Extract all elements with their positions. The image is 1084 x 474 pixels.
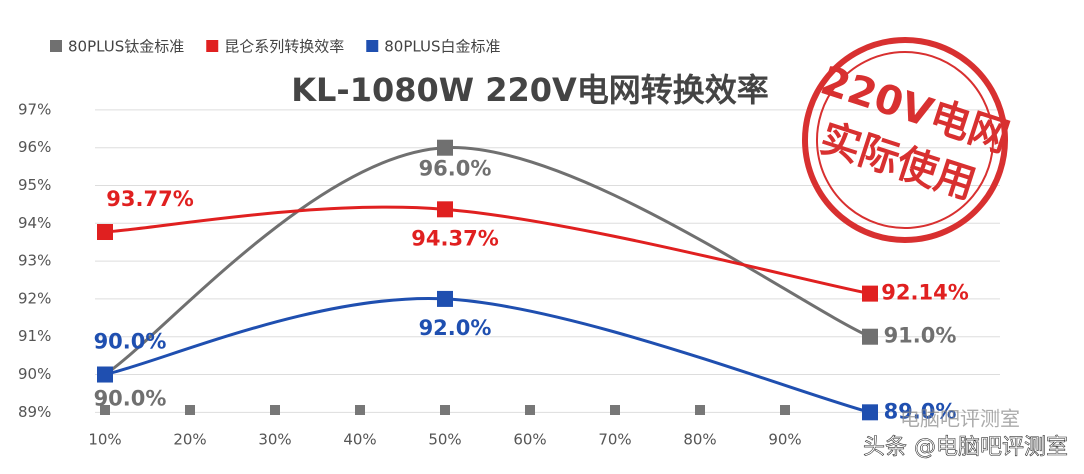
point (97, 366, 113, 383)
y-tick-label: 92% (18, 289, 51, 307)
point (437, 139, 453, 156)
legend-swatch (206, 40, 219, 52)
series-line (104, 297, 871, 414)
watermark: 电脑吧评测室 (900, 407, 1020, 431)
x-tick-mark (525, 405, 535, 415)
plot: 89% 90% 91% 92% 93% 94% 95% 96% 97% 10% 20% 30% 40% 5… (18, 38, 1000, 449)
stamp-ring (802, 37, 1008, 243)
chart-title: KL-1080W 220V电网转换效率 (291, 71, 769, 109)
data-label: 96.0% (419, 157, 492, 181)
point (97, 224, 113, 241)
legend-swatch (50, 40, 62, 52)
x-tick-mark (185, 405, 195, 415)
data-label: 90.0% (94, 387, 167, 411)
point (862, 404, 878, 421)
data-label: 93.77% (106, 187, 193, 211)
point (437, 201, 453, 218)
x-tick-label: 80% (683, 431, 716, 449)
y-tick-label: 90% (18, 365, 51, 383)
x-tick-label: 50% (428, 431, 461, 449)
x-tick-label: 90% (768, 431, 801, 449)
data-label: 92.0% (419, 316, 492, 340)
x-tick-mark (695, 405, 705, 415)
watermark: 头条 @电脑吧评测室 (863, 435, 1068, 460)
stamp-ring (816, 51, 994, 229)
data-label: 94.37% (411, 226, 498, 250)
data-label: 91.0% (884, 324, 957, 348)
x-tick-mark (355, 405, 365, 415)
y-tick-label: 91% (18, 327, 51, 345)
y-tick-label: 97% (18, 100, 51, 118)
legend-label: 80PLUS钛金标准 (68, 38, 184, 56)
x-tick-label: 60% (513, 431, 546, 449)
data-label: 90.0% (94, 330, 167, 354)
x-tick-label: 20% (173, 431, 206, 449)
data-label: 89.0% (884, 399, 957, 423)
legend-swatch (366, 40, 379, 52)
x-tick-label: 30% (258, 431, 291, 449)
y-tick-label: 96% (18, 138, 51, 156)
x-tick-mark (100, 405, 110, 415)
x-tick-label: 40% (343, 431, 376, 449)
data-label: 92.14% (881, 281, 968, 305)
x-tick-label: 70% (598, 431, 631, 449)
y-tick-label: 95% (18, 176, 51, 194)
x-tick-mark (780, 405, 790, 415)
series-line (104, 205, 871, 296)
legend-label: 昆仑系列转换效率 (224, 38, 344, 56)
y-tick-label: 89% (18, 403, 51, 421)
x-tick-mark (610, 405, 620, 415)
x-tick-mark (270, 405, 280, 415)
point (862, 285, 878, 302)
legend-label: 80PLUS白金标准 (384, 38, 500, 56)
point (862, 328, 878, 345)
y-tick-label: 93% (18, 252, 51, 270)
x-tick-mark (440, 405, 450, 415)
point (437, 290, 453, 307)
x-tick-label: 10% (88, 431, 121, 449)
y-tick-label: 94% (18, 214, 51, 232)
stamp: 220V电网 实际使用 (802, 37, 1014, 243)
